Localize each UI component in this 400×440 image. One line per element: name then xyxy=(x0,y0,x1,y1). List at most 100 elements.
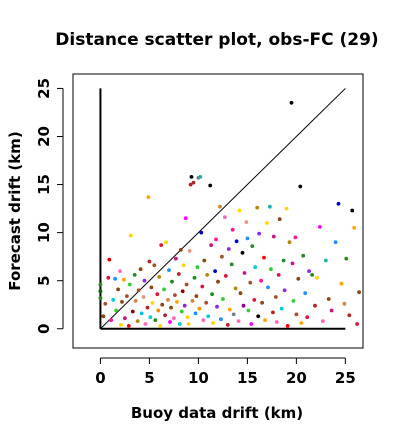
x-tick-label: 10 xyxy=(188,369,209,387)
data-point xyxy=(323,258,328,263)
data-point xyxy=(310,273,314,277)
data-point xyxy=(114,308,118,313)
data-point xyxy=(145,305,150,310)
data-point xyxy=(130,309,135,314)
data-point xyxy=(241,303,246,308)
data-point xyxy=(133,299,138,303)
x-tick-label: 0 xyxy=(95,369,105,387)
data-point xyxy=(179,309,184,314)
data-point xyxy=(200,284,205,289)
x-axis: 0 5 10 15 20 25 xyxy=(95,357,356,387)
data-point xyxy=(225,323,230,327)
data-point xyxy=(236,319,241,323)
data-point xyxy=(106,275,111,280)
data-points xyxy=(98,100,361,328)
data-point xyxy=(195,265,200,270)
data-point xyxy=(281,258,286,263)
data-point xyxy=(226,247,231,251)
data-point xyxy=(201,318,206,322)
data-point xyxy=(293,235,298,240)
plot-frame xyxy=(72,73,364,349)
data-point xyxy=(209,243,214,248)
data-point xyxy=(223,274,228,278)
data-point xyxy=(181,263,186,268)
data-point xyxy=(163,313,168,318)
data-point xyxy=(285,324,290,328)
data-point xyxy=(136,288,141,293)
data-point xyxy=(101,314,106,319)
data-point xyxy=(268,204,272,209)
data-point xyxy=(257,231,261,236)
data-point xyxy=(240,250,245,255)
data-point xyxy=(234,239,239,244)
reference-lines xyxy=(99,88,346,330)
data-point xyxy=(147,259,152,264)
data-point xyxy=(347,313,352,318)
data-point xyxy=(194,294,199,298)
data-point xyxy=(237,208,242,213)
data-point xyxy=(246,308,251,313)
y-axis-label: Forecast drift (km) xyxy=(6,131,24,290)
data-point xyxy=(199,230,204,235)
data-point xyxy=(168,320,172,324)
data-point xyxy=(214,237,218,242)
data-point xyxy=(150,300,155,305)
data-point xyxy=(271,310,275,315)
data-point xyxy=(229,262,234,267)
data-point xyxy=(245,236,250,241)
data-point xyxy=(185,315,190,320)
data-point xyxy=(138,267,143,272)
data-point xyxy=(178,248,183,252)
data-point xyxy=(277,217,282,222)
y-tick-label: 10 xyxy=(35,222,53,243)
data-point xyxy=(126,324,131,328)
data-point xyxy=(98,296,103,300)
data-point xyxy=(206,314,211,319)
data-point xyxy=(265,221,269,225)
data-point xyxy=(170,279,174,284)
data-point xyxy=(355,322,359,326)
data-point xyxy=(307,269,311,273)
data-point xyxy=(250,244,255,249)
data-point xyxy=(149,285,154,290)
data-point xyxy=(248,280,253,285)
x-tick-label: 15 xyxy=(237,369,258,387)
data-point xyxy=(198,175,203,179)
data-point xyxy=(202,258,207,263)
data-point xyxy=(175,300,179,304)
data-point xyxy=(233,286,238,291)
data-point xyxy=(318,225,322,229)
data-point xyxy=(221,297,225,301)
data-point xyxy=(223,215,227,220)
data-point xyxy=(109,318,114,322)
data-point xyxy=(253,265,258,270)
data-point xyxy=(172,316,176,321)
data-point xyxy=(184,282,189,287)
data-point xyxy=(259,278,263,283)
data-point xyxy=(320,319,325,323)
data-point xyxy=(249,322,254,326)
data-point xyxy=(135,319,140,323)
data-point xyxy=(98,282,103,287)
data-point xyxy=(255,205,260,210)
data-point xyxy=(357,290,361,295)
data-point xyxy=(159,243,164,248)
y-tick-label: 25 xyxy=(35,78,53,99)
data-point xyxy=(205,273,210,277)
data-point xyxy=(299,321,304,325)
data-point xyxy=(315,275,319,280)
data-point xyxy=(289,100,294,105)
data-point xyxy=(127,282,132,287)
data-point xyxy=(186,322,191,326)
data-point xyxy=(305,315,310,320)
data-point xyxy=(220,254,224,259)
data-point xyxy=(227,307,232,312)
data-point xyxy=(350,208,355,213)
data-point xyxy=(336,201,341,206)
data-point xyxy=(103,301,108,306)
data-point xyxy=(128,233,133,238)
data-point xyxy=(156,308,161,313)
data-point xyxy=(192,275,197,280)
data-point xyxy=(271,234,276,239)
data-point xyxy=(111,298,116,302)
